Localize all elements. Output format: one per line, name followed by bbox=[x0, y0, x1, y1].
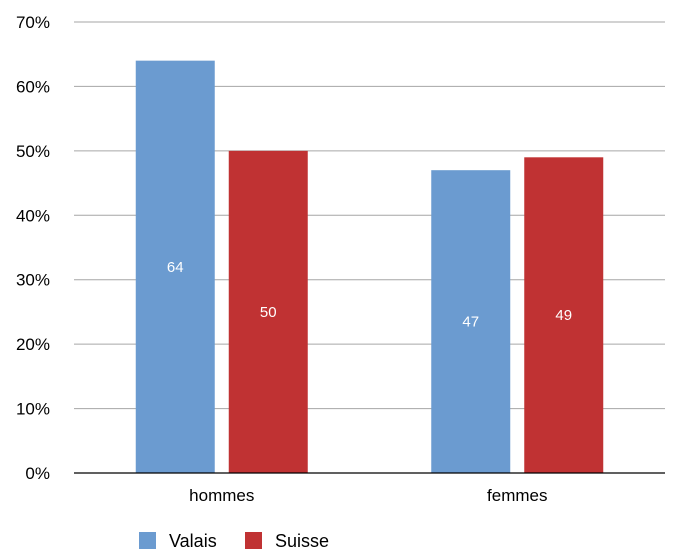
bar-suisse-hommes bbox=[228, 150, 308, 473]
y-tick-label: 0% bbox=[25, 464, 50, 483]
legend-swatch bbox=[139, 532, 156, 549]
y-tick-label: 30% bbox=[16, 271, 50, 290]
y-tick-label: 70% bbox=[16, 13, 50, 32]
y-tick-label: 40% bbox=[16, 206, 50, 225]
y-tick-label: 20% bbox=[16, 335, 50, 354]
y-tick-label: 10% bbox=[16, 400, 50, 419]
data-label: 64 bbox=[167, 259, 184, 276]
y-tick-label: 50% bbox=[16, 142, 50, 161]
bar-valais-hommes bbox=[135, 60, 215, 474]
data-label: 50 bbox=[260, 304, 277, 321]
legend-label: Suisse bbox=[275, 531, 329, 551]
bars: 64 50 47 49 bbox=[135, 60, 604, 474]
y-tick-label: 60% bbox=[16, 77, 50, 96]
x-category-label: femmes bbox=[487, 486, 547, 505]
data-label: 49 bbox=[555, 307, 572, 324]
bar-valais-femmes bbox=[431, 170, 511, 473]
data-label: 47 bbox=[462, 314, 479, 331]
y-axis-ticks: 0% 10% 20% 30% 40% 50% 60% 70% bbox=[16, 13, 50, 483]
x-axis-categories: hommes femmes bbox=[189, 486, 547, 505]
legend: Valais Suisse bbox=[139, 531, 329, 551]
x-category-label: hommes bbox=[189, 486, 254, 505]
legend-swatch bbox=[245, 532, 262, 549]
bar-suisse-femmes bbox=[524, 157, 604, 474]
legend-label: Valais bbox=[169, 531, 217, 551]
